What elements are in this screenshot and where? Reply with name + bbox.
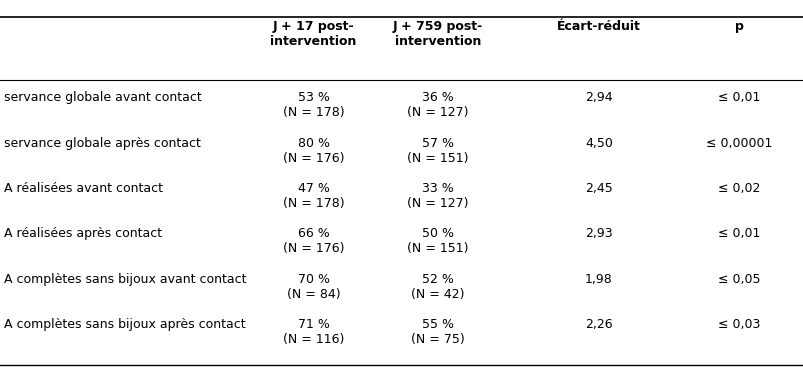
Text: A complètes sans bijoux après contact: A complètes sans bijoux après contact bbox=[4, 318, 246, 331]
Text: 57 %
(N = 151): 57 % (N = 151) bbox=[407, 137, 468, 164]
Text: Écart-réduit: Écart-réduit bbox=[556, 20, 640, 33]
Text: A réalisées avant contact: A réalisées avant contact bbox=[4, 182, 163, 195]
Text: 55 %
(N = 75): 55 % (N = 75) bbox=[411, 318, 464, 346]
Text: ≤ 0,02: ≤ 0,02 bbox=[718, 182, 760, 195]
Text: p: p bbox=[734, 20, 744, 33]
Text: 33 %
(N = 127): 33 % (N = 127) bbox=[407, 182, 468, 210]
Text: 80 %
(N = 176): 80 % (N = 176) bbox=[283, 137, 344, 164]
Text: ≤ 0,03: ≤ 0,03 bbox=[718, 318, 760, 331]
Text: 66 %
(N = 176): 66 % (N = 176) bbox=[283, 227, 344, 255]
Text: 53 %
(N = 178): 53 % (N = 178) bbox=[283, 91, 344, 119]
Text: servance globale après contact: servance globale après contact bbox=[4, 137, 201, 150]
Text: ≤ 0,00001: ≤ 0,00001 bbox=[706, 137, 772, 150]
Text: 52 %
(N = 42): 52 % (N = 42) bbox=[411, 273, 464, 301]
Text: A réalisées après contact: A réalisées après contact bbox=[4, 227, 162, 240]
Text: 2,26: 2,26 bbox=[585, 318, 612, 331]
Text: ≤ 0,05: ≤ 0,05 bbox=[718, 273, 760, 286]
Text: 70 %
(N = 84): 70 % (N = 84) bbox=[287, 273, 340, 301]
Text: 71 %
(N = 116): 71 % (N = 116) bbox=[283, 318, 344, 346]
Text: 2,94: 2,94 bbox=[585, 91, 612, 104]
Text: 50 %
(N = 151): 50 % (N = 151) bbox=[407, 227, 468, 255]
Text: 36 %
(N = 127): 36 % (N = 127) bbox=[407, 91, 468, 119]
Text: J + 759 post-
intervention: J + 759 post- intervention bbox=[393, 20, 483, 48]
Text: J + 17 post-
intervention: J + 17 post- intervention bbox=[270, 20, 357, 48]
Text: ≤ 0,01: ≤ 0,01 bbox=[718, 227, 760, 240]
Text: ≤ 0,01: ≤ 0,01 bbox=[718, 91, 760, 104]
Text: 1,98: 1,98 bbox=[585, 273, 612, 286]
Text: 4,50: 4,50 bbox=[585, 137, 612, 150]
Text: 2,45: 2,45 bbox=[585, 182, 612, 195]
Text: 47 %
(N = 178): 47 % (N = 178) bbox=[283, 182, 344, 210]
Text: 2,93: 2,93 bbox=[585, 227, 612, 240]
Text: servance globale avant contact: servance globale avant contact bbox=[4, 91, 202, 104]
Text: A complètes sans bijoux avant contact: A complètes sans bijoux avant contact bbox=[4, 273, 247, 286]
